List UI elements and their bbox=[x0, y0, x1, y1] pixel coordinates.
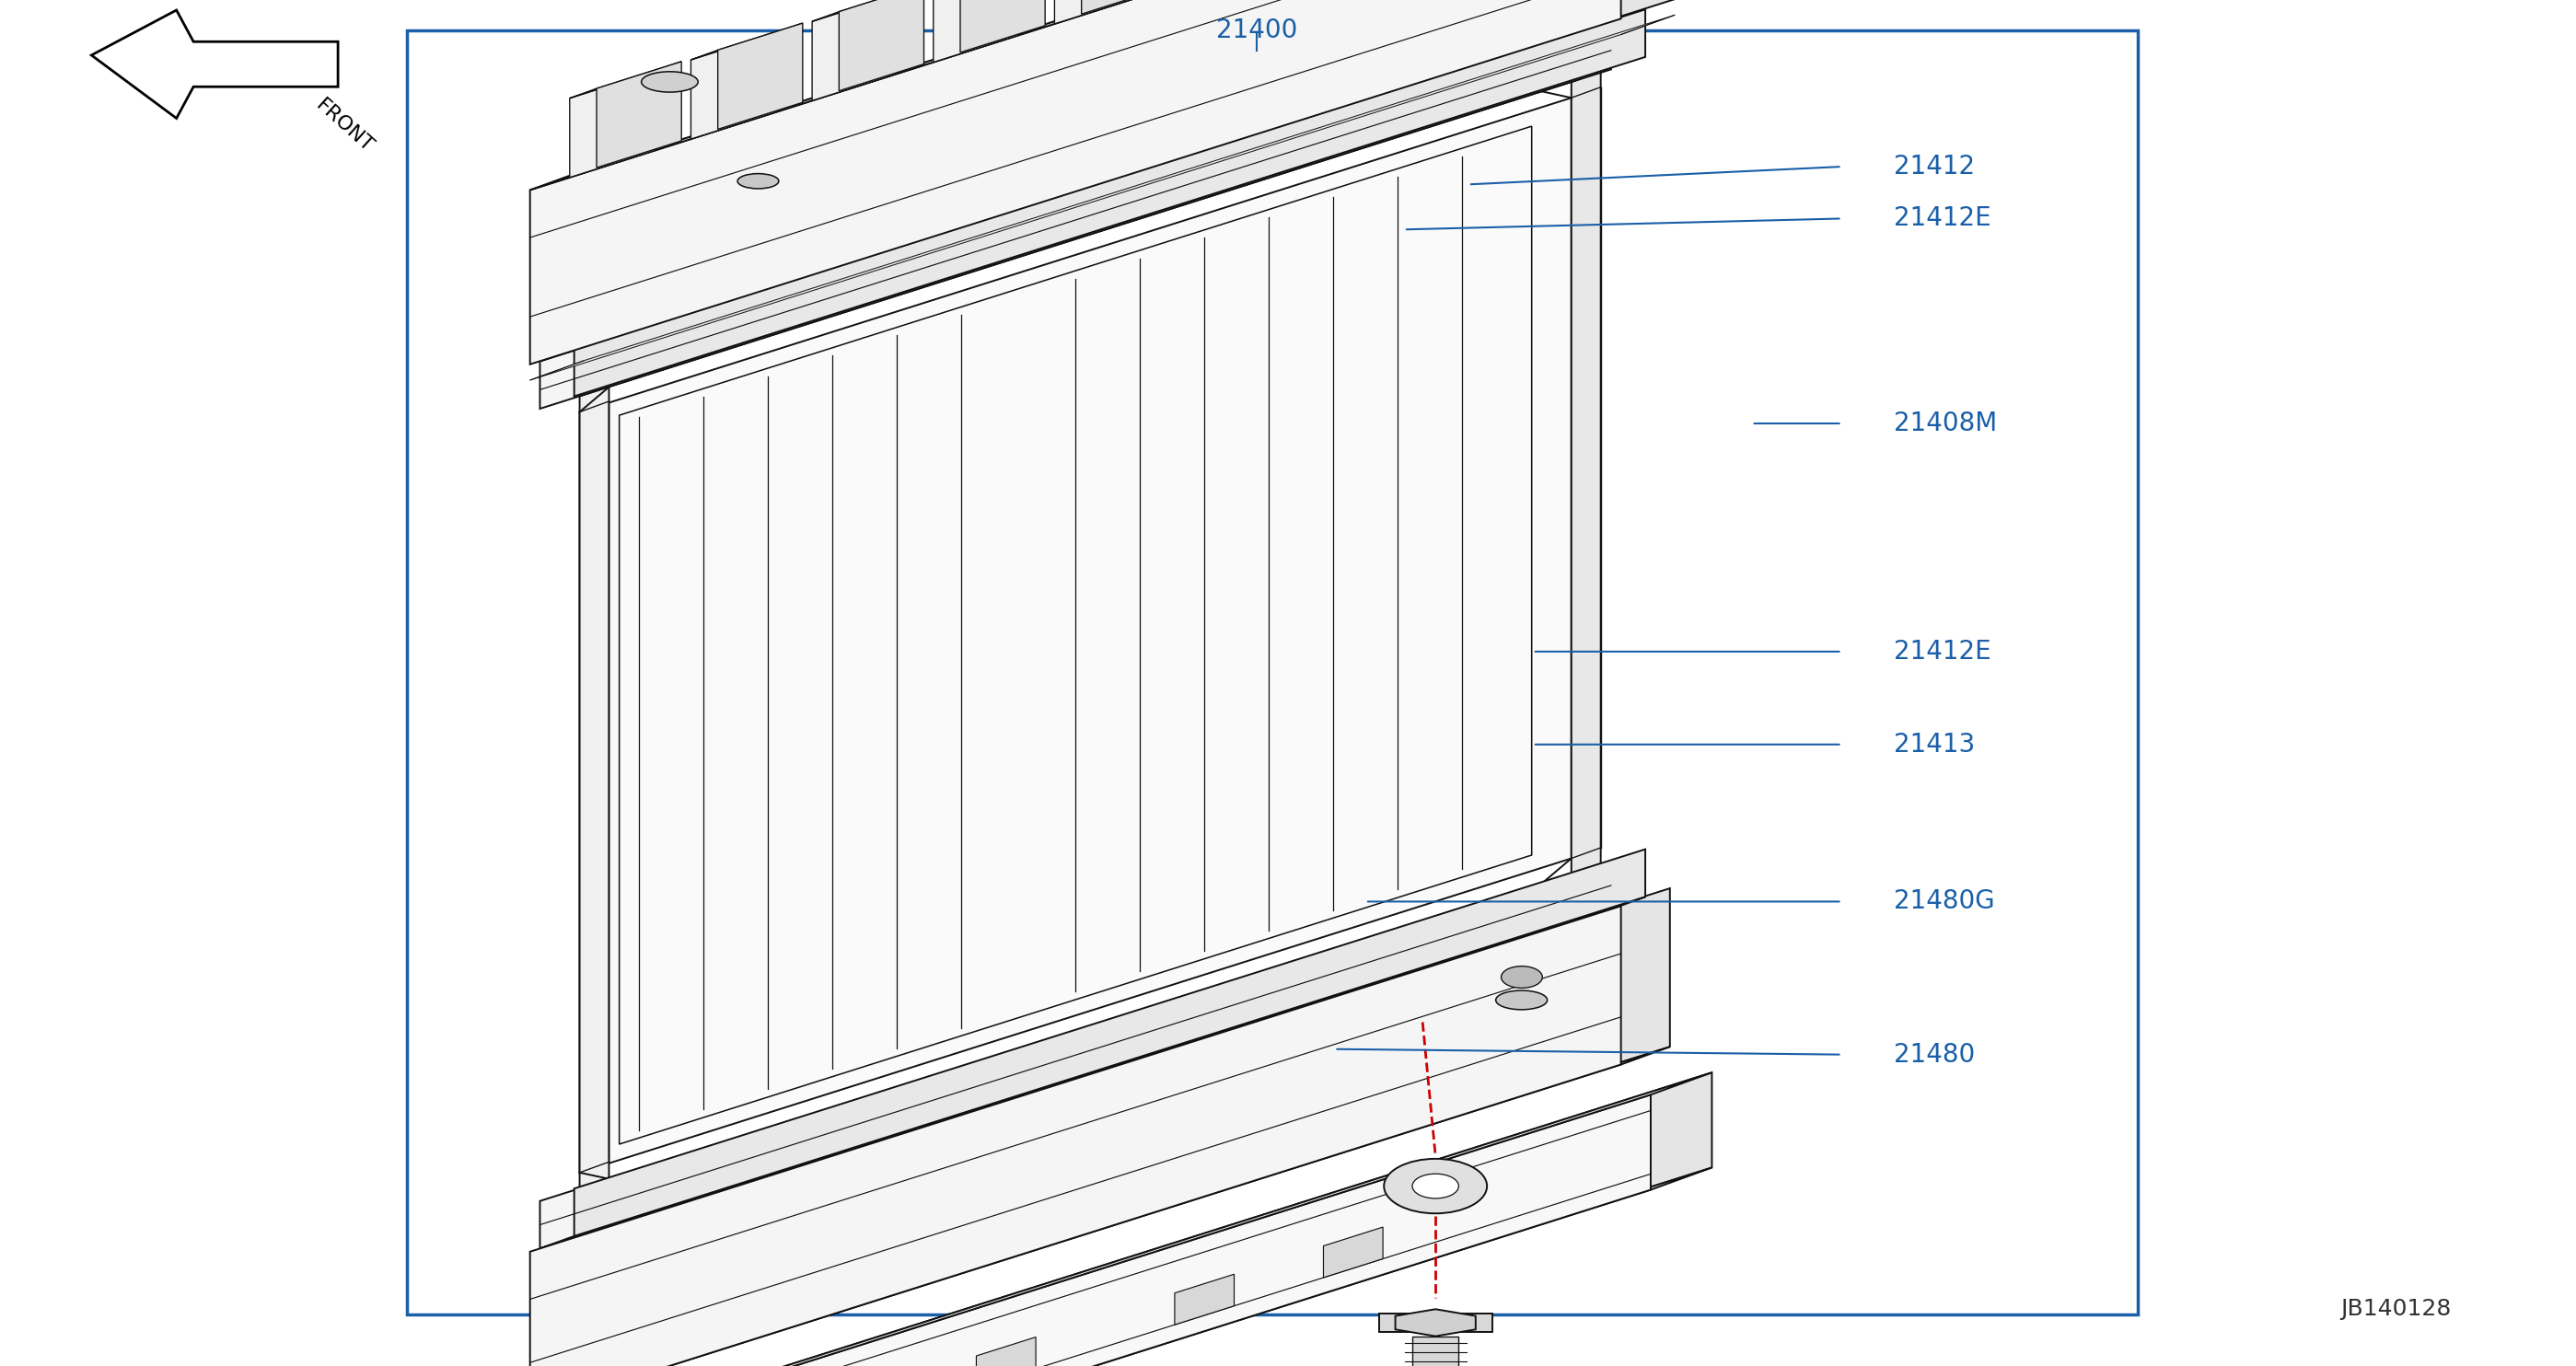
Polygon shape bbox=[690, 23, 804, 60]
Polygon shape bbox=[531, 0, 1620, 365]
Polygon shape bbox=[531, 1046, 1669, 1366]
Text: 21412E: 21412E bbox=[1893, 206, 1991, 231]
Polygon shape bbox=[1082, 0, 1167, 14]
Polygon shape bbox=[811, 0, 925, 22]
Polygon shape bbox=[1324, 1227, 1383, 1277]
Ellipse shape bbox=[737, 173, 778, 189]
Polygon shape bbox=[580, 98, 1571, 1172]
Polygon shape bbox=[541, 862, 1610, 1249]
Polygon shape bbox=[961, 0, 1046, 52]
Polygon shape bbox=[531, 0, 1674, 190]
Polygon shape bbox=[500, 1168, 1713, 1366]
Ellipse shape bbox=[1497, 990, 1548, 1009]
Polygon shape bbox=[933, 0, 1018, 63]
Polygon shape bbox=[598, 61, 683, 168]
Polygon shape bbox=[840, 0, 925, 92]
Ellipse shape bbox=[641, 71, 698, 92]
Polygon shape bbox=[500, 1072, 1713, 1366]
Text: JB140128: JB140128 bbox=[2339, 1298, 2452, 1320]
Text: 21480: 21480 bbox=[1893, 1042, 1976, 1067]
Polygon shape bbox=[580, 71, 1600, 396]
Polygon shape bbox=[719, 23, 804, 130]
Polygon shape bbox=[690, 33, 775, 139]
Polygon shape bbox=[531, 906, 1620, 1366]
Polygon shape bbox=[1054, 0, 1139, 23]
Text: 21408M: 21408M bbox=[1893, 411, 1996, 436]
Circle shape bbox=[1383, 1158, 1486, 1213]
Polygon shape bbox=[1571, 71, 1600, 874]
Text: 21412: 21412 bbox=[1893, 154, 1973, 179]
Polygon shape bbox=[580, 888, 1669, 1366]
Circle shape bbox=[1412, 1173, 1458, 1198]
Polygon shape bbox=[531, 15, 1674, 380]
Text: 21480G: 21480G bbox=[1893, 889, 1994, 914]
Polygon shape bbox=[1175, 1274, 1234, 1325]
Polygon shape bbox=[500, 1094, 1651, 1366]
Text: 21412E: 21412E bbox=[1893, 639, 1991, 664]
Bar bbox=[1378, 1313, 1492, 1332]
Polygon shape bbox=[580, 385, 608, 1188]
Text: FRONT: FRONT bbox=[312, 96, 376, 156]
Polygon shape bbox=[569, 61, 683, 98]
Polygon shape bbox=[541, 896, 1646, 1249]
Polygon shape bbox=[562, 1072, 1713, 1366]
Polygon shape bbox=[541, 22, 1610, 408]
Text: 21413: 21413 bbox=[1893, 732, 1976, 757]
Polygon shape bbox=[574, 10, 1646, 396]
Polygon shape bbox=[811, 0, 896, 101]
Polygon shape bbox=[541, 10, 1646, 361]
Bar bbox=[407, 30, 2138, 1314]
Polygon shape bbox=[569, 71, 654, 178]
Polygon shape bbox=[585, 0, 1674, 344]
Text: 21400: 21400 bbox=[1216, 18, 1298, 42]
Polygon shape bbox=[976, 1337, 1036, 1366]
Bar bbox=[1412, 1336, 1458, 1366]
Polygon shape bbox=[1396, 1309, 1476, 1336]
Circle shape bbox=[1502, 966, 1543, 988]
Polygon shape bbox=[93, 10, 337, 119]
Polygon shape bbox=[574, 850, 1646, 1236]
